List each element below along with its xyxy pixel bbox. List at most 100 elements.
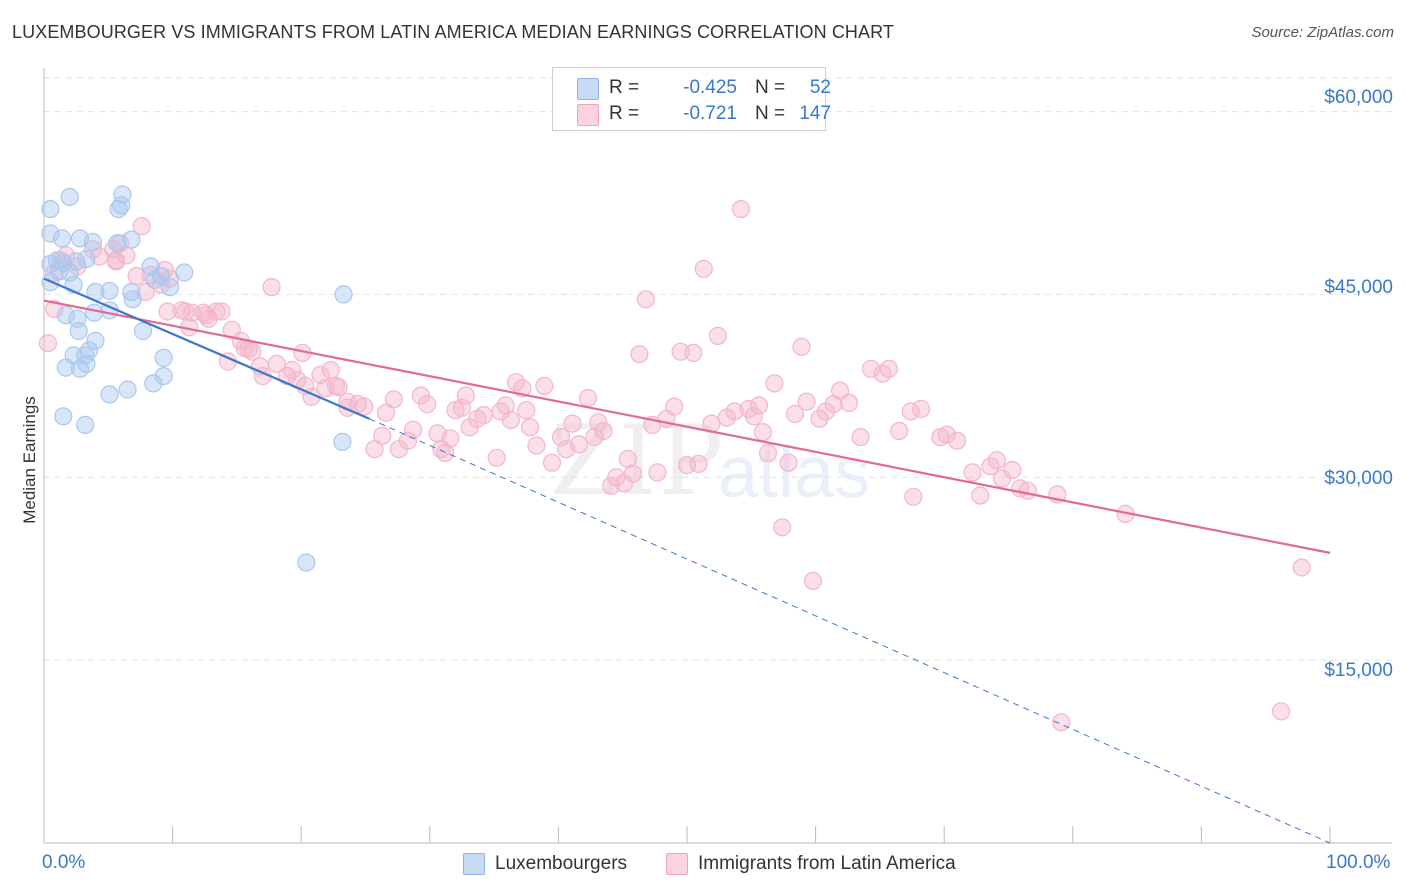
bottom-legend-label: Luxembourgers (495, 853, 628, 874)
latin-america-point (684, 343, 703, 362)
latin-america-point (623, 464, 643, 483)
latin-america-point (212, 302, 231, 321)
latin-america-point (1018, 481, 1037, 500)
latin-america-point (355, 397, 374, 416)
luxembourger-point (60, 187, 79, 206)
latin-america-point (56, 246, 76, 265)
latin-america-point (744, 407, 764, 426)
legend-n-value: 147 (799, 103, 831, 124)
luxembourger-point (133, 321, 153, 341)
latin-america-point (535, 376, 554, 395)
legend-swatch-blue (577, 78, 599, 100)
latin-america-point (373, 426, 392, 445)
legend-r-label: R = (609, 77, 640, 98)
latin-america-point (879, 359, 899, 378)
latin-america-point (520, 418, 540, 437)
latin-america-point (779, 453, 798, 472)
latin-america-point (890, 421, 909, 441)
latin-america-point (731, 200, 751, 219)
luxembourger-point (100, 281, 119, 300)
luxembourger-point (41, 200, 60, 219)
latin-america-point (636, 290, 655, 309)
bottom-legend-swatch-pink (666, 853, 688, 875)
legend-r-label: R = (609, 103, 640, 124)
latin-america-point (585, 428, 604, 447)
luxembourger-point (69, 321, 88, 341)
y-tick-label-30000: $30,000 (1324, 468, 1393, 489)
latin-america-point (267, 354, 286, 373)
latin-america-point (321, 360, 340, 380)
luxembourger-point (154, 348, 173, 367)
latin-america-point (456, 386, 475, 405)
latin-america-point (517, 401, 536, 420)
latin-america-point (569, 435, 589, 454)
latin-america-point (987, 451, 1007, 470)
latin-america-point (810, 409, 829, 428)
latin-america-point (648, 463, 667, 482)
luxembourger-point (141, 257, 160, 276)
chart-title: LUXEMBOURGER VS IMMIGRANTS FROM LATIN AM… (12, 22, 895, 42)
latin-america-point (851, 428, 870, 447)
latin-america-point (398, 431, 417, 450)
source-label: Source: ZipAtlas.com (1251, 24, 1394, 41)
latin-america-point (441, 429, 460, 448)
latin-america-point (725, 402, 744, 421)
latin-america-point (551, 428, 571, 447)
latin-america-point (797, 392, 816, 411)
latin-america-point (971, 486, 990, 505)
luxembourger-point (52, 229, 72, 248)
latin-america-point (689, 454, 708, 473)
luxembourger-point (123, 290, 142, 309)
luxembourger-point (54, 253, 73, 272)
watermark-atlas: atlas (718, 433, 871, 513)
bottom-legend-label: Immigrants from Latin America (698, 853, 956, 874)
luxembourger-point (54, 407, 73, 426)
latin-america-point (404, 420, 423, 439)
latin-america-trend-line (43, 299, 1331, 554)
latin-america-point (589, 413, 608, 432)
correlation-legend: R = -0.425 N = 52 R = -0.721 N = 147 (552, 67, 831, 131)
latin-america-point (785, 404, 805, 423)
legend-swatch-pink (577, 104, 599, 126)
latin-america-point (1292, 558, 1311, 577)
latin-america-point (563, 414, 582, 433)
luxembourger-point (86, 331, 105, 350)
latin-america-point (542, 453, 562, 472)
latin-america-point (1052, 713, 1071, 732)
latin-america-point (487, 448, 506, 467)
x-tick-label-min: 0.0% (42, 852, 86, 873)
legend-n-value: 52 (809, 77, 831, 98)
latin-america-point (418, 395, 437, 414)
latin-america-point (329, 378, 348, 397)
luxembourger-trend-line (43, 277, 370, 420)
latin-america-point (83, 240, 103, 259)
latin-america-point (904, 487, 923, 506)
luxembourger-point (100, 385, 119, 404)
latin-america-point (753, 423, 773, 442)
luxembourger-point (122, 282, 141, 302)
latin-america-point (694, 259, 713, 278)
latin-america-point (243, 342, 262, 361)
bottom-legend-swatch-blue (463, 853, 485, 875)
luxembourger-point (175, 263, 194, 282)
latin-america-point (106, 251, 126, 270)
latin-america-point (283, 360, 302, 380)
latin-america-point (1271, 702, 1291, 721)
latin-america-point (207, 302, 226, 321)
latin-america-point (38, 334, 58, 353)
luxembourger-point (83, 232, 103, 252)
luxembourger-point (122, 230, 141, 249)
latin-america-point (311, 365, 330, 384)
latin-america-point (630, 345, 649, 364)
luxembourger-point (118, 380, 137, 399)
latin-america-point (1003, 460, 1022, 480)
latin-america-point (839, 393, 859, 412)
latin-america-point (947, 431, 967, 450)
luxembourger-point (333, 432, 352, 451)
luxembourger-point (297, 553, 316, 572)
legend-r-value: -0.721 (683, 103, 737, 124)
latin-america-point (474, 406, 493, 425)
latin-america-point (384, 390, 403, 409)
latin-america-point (365, 440, 384, 459)
latin-america-point (937, 425, 956, 444)
